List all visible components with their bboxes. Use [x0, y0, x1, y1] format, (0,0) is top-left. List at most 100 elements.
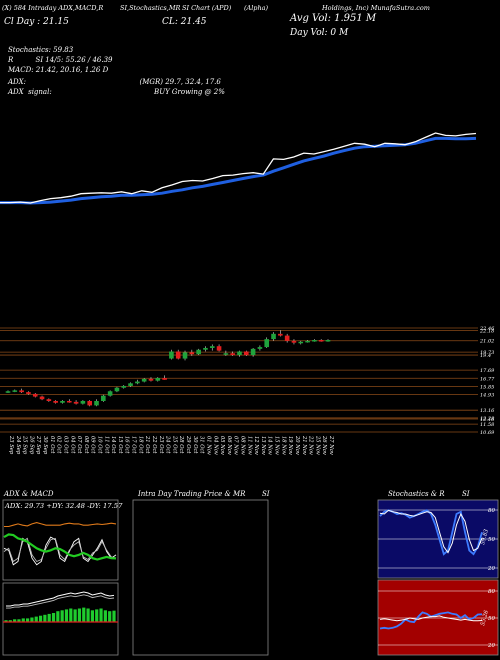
macd-bar — [38, 615, 43, 622]
date-label: 02 Oct — [56, 436, 62, 454]
date-label: 08 Oct — [83, 436, 89, 454]
candle — [87, 400, 93, 407]
stochastics-readout: Stochastics: 59.83 — [8, 46, 74, 54]
candle — [312, 339, 317, 342]
adx-threshold-line — [4, 522, 117, 528]
macd-bar — [30, 617, 34, 622]
candle — [223, 350, 229, 356]
stoch-level-80: 80 — [488, 508, 495, 514]
macd-bar — [13, 619, 17, 622]
date-label: 15 Nov — [274, 436, 280, 455]
date-label: 11 Oct — [103, 436, 109, 454]
y-tick-label: 12.28 — [480, 416, 494, 422]
candle — [196, 348, 201, 356]
stoch-level-20: 20 — [487, 566, 495, 572]
candle — [101, 394, 106, 402]
stochastics-panel: 80 50 20 59.83 — [377, 499, 499, 579]
adx-signal-readout: ADX signal: BUY Growing @ 2% — [7, 88, 225, 96]
date-label: 12 Nov — [253, 436, 259, 455]
candle — [114, 386, 120, 393]
date-label: 11 Nov — [246, 436, 252, 455]
date-label: 25 Sep — [22, 435, 28, 455]
macd-bar — [26, 618, 30, 622]
stoch-panel-title-rsi: SI — [462, 490, 470, 498]
date-label: 21 Nov — [301, 435, 307, 455]
y-tick-label: 17.69 — [480, 368, 495, 374]
y-tick-label: 11.58 — [480, 422, 494, 428]
macd-bar — [112, 610, 116, 622]
stoch-d-line — [379, 509, 483, 554]
rsi-current-label: 55.26 — [480, 609, 490, 626]
macd-bar — [8, 620, 12, 622]
header-title-mid2: SI Chart (APD) — [182, 4, 232, 12]
y-tick-label: 19.73 — [480, 350, 494, 356]
candle — [60, 400, 65, 404]
date-label: 15 Oct — [117, 436, 123, 454]
macd-bar — [108, 611, 112, 622]
macd-signal-line — [6, 594, 115, 609]
date-label: 04 Oct — [69, 436, 75, 454]
macd-bar — [51, 613, 56, 622]
candle — [32, 393, 38, 398]
candle — [107, 390, 113, 397]
header-source: Holdings, Inc) MunafaSutra.com — [321, 4, 430, 12]
candle — [175, 349, 181, 360]
y-tick-label: 14.93 — [480, 393, 494, 399]
date-label: 30 Oct — [192, 436, 198, 454]
y-tick-label: 21.02 — [479, 339, 494, 345]
date-label: 23 Sep — [8, 435, 14, 455]
price-line-chart — [0, 132, 477, 205]
candle — [121, 385, 127, 389]
date-label: 25 Oct — [171, 435, 177, 454]
candle — [230, 351, 235, 356]
date-label: 03 Oct — [62, 436, 68, 454]
candle — [66, 399, 72, 403]
minus-di-line — [3, 537, 117, 563]
candle — [141, 378, 147, 383]
macd-bar — [64, 609, 69, 622]
date-label: 23 Oct — [158, 435, 164, 454]
stoch-current-label: 59.83 — [480, 528, 490, 545]
candle — [12, 389, 18, 393]
candle — [94, 399, 99, 407]
stoch-panel-title: Stochastics & R — [388, 490, 445, 498]
candle — [318, 339, 324, 342]
macd-line — [6, 591, 115, 607]
y-tick-label: 13.16 — [480, 408, 495, 414]
candle — [80, 400, 86, 405]
plus-di-line — [3, 536, 117, 566]
y-tick-label: 16.77 — [480, 376, 495, 382]
candle — [19, 388, 24, 394]
candle — [26, 391, 31, 395]
date-label: 05 Nov — [219, 436, 225, 455]
y-tick-label: 19.4 — [480, 353, 491, 359]
macd-bar — [103, 610, 107, 622]
moving-average-line — [0, 136, 477, 205]
date-label: 22 Nov — [308, 435, 314, 455]
candlestick-chart — [5, 330, 331, 407]
rsi-panel: 80 50 20 55.26 — [377, 579, 499, 656]
date-label: 29 Oct — [185, 435, 191, 454]
candle — [209, 344, 215, 351]
adx-line — [3, 533, 117, 561]
candle — [203, 346, 208, 352]
y-tick-label: 22.46 — [479, 326, 495, 332]
date-label: 19 Nov — [287, 436, 293, 455]
macd-panel — [2, 582, 119, 656]
mrsi-line — [379, 615, 483, 622]
adx-panel: ADX: 29.73 +DY: 32.48 -DY: 17.57 — [2, 499, 123, 581]
macd-bar — [86, 608, 90, 622]
date-label: 24 Oct — [165, 435, 171, 454]
date-label: 14 Oct — [110, 436, 116, 454]
candle — [291, 339, 297, 345]
candle — [189, 349, 195, 356]
candle — [237, 350, 242, 357]
candle — [257, 345, 263, 351]
candle — [135, 379, 140, 385]
macd-bar — [34, 616, 38, 622]
macd-bar — [73, 609, 77, 622]
macd-bar — [21, 618, 25, 622]
date-label: 18 Nov — [280, 436, 286, 455]
rsi-readout: R SI 14/5: 55.26 / 46.39 — [7, 56, 113, 64]
